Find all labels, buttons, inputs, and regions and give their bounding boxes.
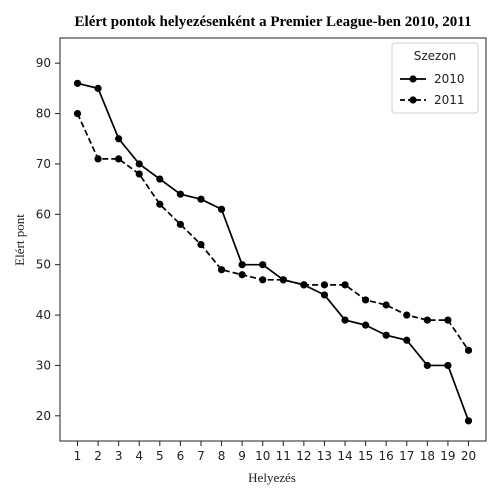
data-point-2010 <box>444 361 452 370</box>
data-point-2010 <box>94 84 102 92</box>
data-point-2011 <box>362 296 370 304</box>
data-point-2011 <box>238 271 246 279</box>
x-tick-label: 12 <box>296 449 311 463</box>
legend-marker-2010 <box>409 75 417 83</box>
data-point-2011 <box>403 311 411 319</box>
plot-frame <box>59 37 487 442</box>
legend-box <box>391 42 479 114</box>
y-tick-label: 60 <box>36 207 51 221</box>
data-point-2011 <box>444 316 452 324</box>
x-tick-label: 19 <box>440 449 455 463</box>
data-point-2011 <box>300 281 308 289</box>
data-point-2011 <box>156 200 164 208</box>
data-point-2010 <box>341 316 349 324</box>
x-tick-label: 18 <box>420 449 435 463</box>
y-tick-label: 40 <box>36 308 51 322</box>
data-point-2010 <box>320 291 329 299</box>
x-tick-label: 16 <box>379 449 394 463</box>
data-point-2011 <box>135 170 143 178</box>
data-point-2010 <box>464 417 473 425</box>
data-point-2011 <box>73 109 82 118</box>
plot-area: 1 2 3 4 5 6 7 8 9 10 11 12 13 14 15 16 17 18 19 20203040506… <box>36 37 487 463</box>
x-tick-label: 15 <box>358 449 373 463</box>
series-line-2010 <box>77 82 470 422</box>
y-axis-label: Elért pont <box>12 214 27 266</box>
y-tick-label: 90 <box>36 56 51 70</box>
data-point-2010 <box>259 261 267 269</box>
x-tick-label: 17 <box>399 449 414 463</box>
chart-title: Elért pontok helyezésenként a Premier Le… <box>75 14 472 30</box>
data-point-2010 <box>217 205 226 213</box>
data-point-2010 <box>362 321 370 329</box>
data-point-2010 <box>197 195 205 203</box>
data-point-2011 <box>279 276 287 284</box>
x-tick-label: 5 <box>156 449 164 463</box>
x-tick-label: 9 <box>238 449 246 463</box>
y-tick-label: 30 <box>36 358 51 372</box>
data-point-2010 <box>176 190 184 198</box>
data-point-2011 <box>382 301 390 309</box>
data-point-2010 <box>115 135 123 143</box>
x-tick-label: 8 <box>218 449 226 463</box>
y-tick-label: 20 <box>36 409 51 423</box>
x-tick-label: 6 <box>177 449 185 463</box>
y-tick-label: 70 <box>36 157 51 171</box>
data-point-2010 <box>135 160 143 168</box>
x-tick-label: 14 <box>337 449 352 463</box>
series-line-2011 <box>76 113 470 351</box>
data-point-2011 <box>197 240 205 249</box>
data-point-2011 <box>464 346 473 354</box>
x-tick-label: 3 <box>115 449 123 463</box>
x-tick-label: 10 <box>255 449 270 463</box>
x-tick-label: 13 <box>317 449 332 463</box>
data-point-2011 <box>94 155 102 163</box>
data-point-2010 <box>238 261 246 269</box>
data-point-2011 <box>320 281 329 289</box>
x-tick-label: 2 <box>94 449 102 463</box>
legend-label-2011: 2011 <box>434 93 465 107</box>
y-tick-label: 50 <box>36 258 51 272</box>
x-tick-label: 7 <box>197 449 205 463</box>
x-tick-label: 1 <box>74 449 82 463</box>
y-tick-label: 80 <box>36 107 51 121</box>
data-point-2011 <box>423 316 431 324</box>
data-point-2010 <box>156 175 164 183</box>
data-point-2011 <box>259 276 267 284</box>
data-point-2011 <box>115 155 123 163</box>
x-tick-label: 11 <box>276 449 291 463</box>
x-axis-label: Helyezés <box>248 470 296 485</box>
data-point-2010 <box>403 336 411 344</box>
legend-marker-2011 <box>409 96 417 104</box>
data-point-2011 <box>176 220 184 228</box>
data-point-2010 <box>382 331 390 339</box>
data-point-2010 <box>73 79 82 87</box>
x-tick-label: 20 <box>461 449 476 463</box>
legend-label-2010: 2010 <box>434 72 465 86</box>
data-point-2010 <box>423 361 431 370</box>
x-tick-label: 4 <box>135 449 143 463</box>
data-point-2011 <box>341 281 349 289</box>
legend-title: Szezon <box>414 49 457 63</box>
data-point-2011 <box>217 266 226 274</box>
legend: Szezon 2010 2011 <box>391 42 479 114</box>
